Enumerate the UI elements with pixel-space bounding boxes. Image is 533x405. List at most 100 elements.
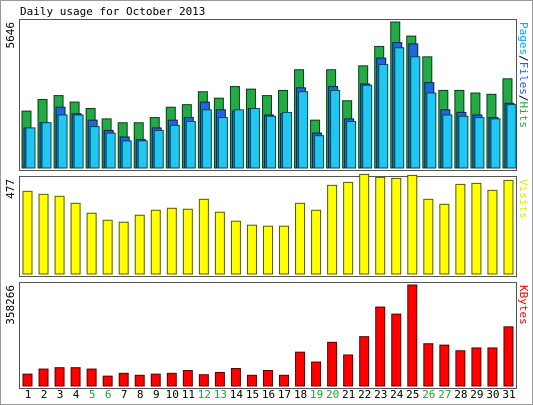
x-tick-label: 30 — [486, 388, 499, 401]
bar-kbytes-day-9 — [150, 373, 161, 387]
series-label-part: / — [517, 95, 530, 102]
bar-kbytes-day-4 — [70, 367, 81, 387]
bar-kbytes-day-2 — [38, 368, 49, 387]
x-tick-label: 6 — [105, 388, 112, 401]
x-tick-label: 4 — [73, 388, 80, 401]
bar-pages-day-9 — [153, 130, 164, 169]
x-tick-label: 24 — [390, 388, 404, 401]
bar-pages-day-5 — [89, 126, 100, 169]
bar-pages-day-23 — [378, 64, 389, 169]
x-tick-label: 21 — [342, 388, 355, 401]
x-tick-label: 5 — [89, 388, 96, 401]
series-label-visits: Visits — [517, 179, 530, 219]
x-tick-label: 28 — [454, 388, 467, 401]
bar-kbytes-day-10 — [166, 372, 177, 387]
chart-title: Daily usage for October 2013 — [20, 5, 205, 18]
bar-kbytes-day-31 — [503, 326, 514, 387]
bar-kbytes-day-16 — [262, 369, 273, 387]
bar-pages-day-12 — [201, 109, 212, 169]
bar-pages-day-15 — [249, 108, 260, 169]
bar-pages-day-8 — [137, 140, 148, 169]
bar-visits-day-2 — [38, 193, 49, 275]
bar-kbytes-day-29 — [471, 347, 482, 387]
series-pages — [25, 47, 517, 169]
bar-pages-day-2 — [41, 122, 52, 169]
bar-kbytes-day-17 — [279, 374, 290, 387]
x-tick-label: 10 — [166, 388, 179, 401]
panel-hits: 5646 Pages/Files/Hits — [4, 19, 530, 171]
x-tick-label: 29 — [470, 388, 483, 401]
bar-kbytes-day-12 — [198, 374, 209, 387]
bar-kbytes-day-24 — [391, 313, 402, 387]
bar-visits-day-16 — [262, 225, 273, 275]
bar-kbytes-day-5 — [86, 368, 97, 387]
x-tick-label: 19 — [310, 388, 323, 401]
bar-pages-day-17 — [282, 111, 293, 169]
bar-visits-day-11 — [182, 208, 193, 275]
bar-visits-day-6 — [102, 219, 113, 275]
bar-visits-day-9 — [150, 209, 161, 275]
bar-visits-day-3 — [54, 195, 65, 275]
bar-pages-day-7 — [121, 140, 132, 169]
bar-pages-day-14 — [233, 109, 244, 169]
series-visits — [22, 173, 514, 275]
bar-pages-day-20 — [330, 89, 341, 169]
bar-visits-day-28 — [455, 183, 466, 275]
bar-visits-day-29 — [471, 182, 482, 275]
bar-visits-day-23 — [375, 176, 386, 275]
bar-pages-day-24 — [394, 47, 405, 169]
bar-visits-day-31 — [503, 179, 514, 275]
bar-visits-day-25 — [407, 174, 418, 275]
bar-pages-day-28 — [458, 115, 469, 169]
ymax-label-visits: 477 — [4, 179, 17, 199]
panel-kbytes: 358266 KBytes — [4, 282, 530, 389]
x-tick-label: 15 — [246, 388, 259, 401]
x-tick-label: 27 — [438, 388, 451, 401]
bar-pages-day-1 — [25, 127, 36, 169]
x-tick-label: 22 — [358, 388, 371, 401]
bar-pages-day-10 — [169, 124, 180, 169]
ymax-label-hits: 5646 — [4, 22, 17, 49]
series-label-part: Files — [517, 62, 530, 95]
bar-visits-day-4 — [70, 202, 81, 275]
x-tick-label: 11 — [182, 388, 195, 401]
bar-pages-day-18 — [298, 91, 309, 169]
bar-visits-day-14 — [230, 220, 241, 275]
bar-visits-day-18 — [295, 202, 306, 275]
bar-visits-day-20 — [327, 184, 338, 275]
x-tick-label: 25 — [406, 388, 419, 401]
bar-pages-day-26 — [426, 92, 437, 169]
x-tick-label: 14 — [230, 388, 244, 401]
series-label-kbytes: KBytes — [517, 285, 530, 325]
bar-pages-day-31 — [506, 104, 517, 169]
x-tick-label: 18 — [294, 388, 307, 401]
panel-visits: 477 Visits — [4, 173, 530, 277]
x-tick-label: 31 — [502, 388, 515, 401]
series-label-part: Pages — [517, 22, 530, 55]
bar-visits-day-24 — [391, 177, 402, 275]
bar-kbytes-day-13 — [214, 371, 225, 387]
series-label-part: Visits — [517, 179, 530, 219]
series-label-part: / — [517, 55, 530, 62]
bar-kbytes-day-20 — [327, 341, 338, 387]
x-axis-labels: 1 2 3 4 5 6 7 8 9 10 11 12 13 14 15 16 17 18 19 20 21 22 23 24 2… — [25, 388, 516, 401]
bar-kbytes-day-25 — [407, 284, 418, 387]
bar-visits-day-15 — [246, 224, 257, 275]
bar-pages-day-30 — [490, 118, 501, 169]
x-tick-label: 8 — [137, 388, 144, 401]
bar-pages-day-29 — [474, 117, 485, 169]
bar-visits-day-17 — [279, 225, 290, 275]
x-tick-label: 20 — [326, 388, 339, 401]
ymax-label-kbytes: 358266 — [4, 285, 17, 325]
bar-visits-day-13 — [214, 211, 225, 275]
bar-kbytes-day-3 — [54, 367, 65, 387]
bar-kbytes-day-28 — [455, 350, 466, 387]
x-tick-label: 3 — [57, 388, 64, 401]
bar-visits-day-26 — [423, 198, 434, 275]
bar-kbytes-day-18 — [295, 351, 306, 387]
x-tick-label: 16 — [262, 388, 275, 401]
bar-kbytes-day-19 — [311, 361, 322, 387]
x-tick-label: 17 — [278, 388, 291, 401]
